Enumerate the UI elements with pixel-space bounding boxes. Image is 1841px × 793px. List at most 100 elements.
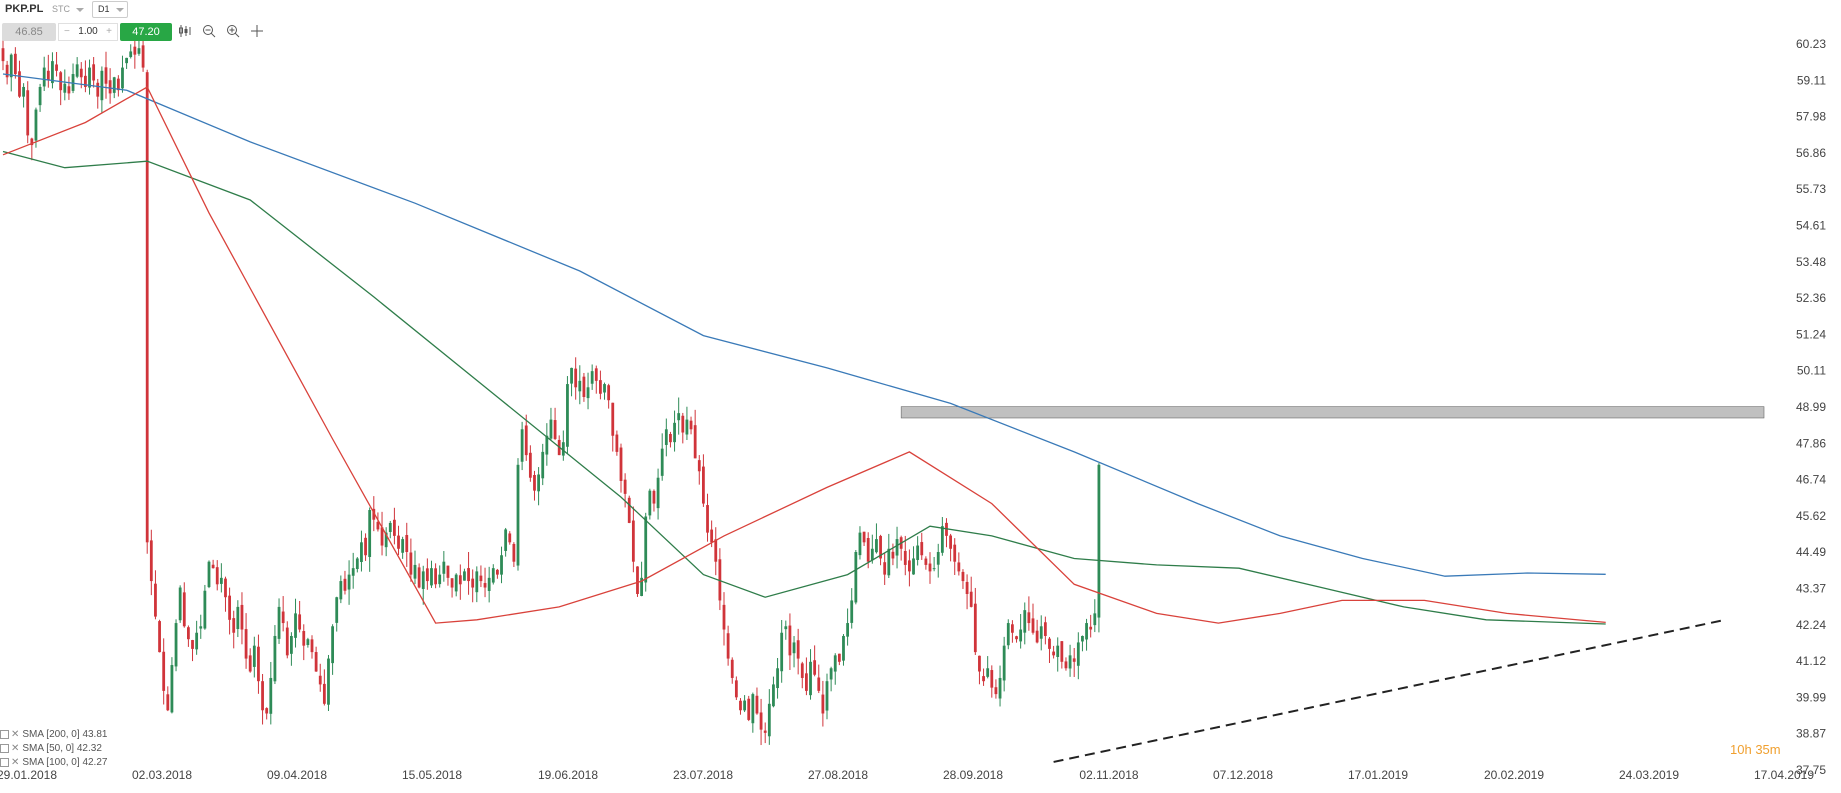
volume-stepper[interactable]: − 1.00 + <box>58 23 118 41</box>
y-tick-label: 47.86 <box>1796 436 1826 450</box>
y-tick-label: 59.11 <box>1797 73 1826 87</box>
candle-body <box>442 561 446 574</box>
candle <box>376 512 380 532</box>
candle <box>607 383 611 409</box>
candle-body <box>767 703 771 737</box>
resistance-zone <box>900 406 1765 419</box>
candle <box>594 365 598 394</box>
volume-value[interactable]: 1.00 <box>78 26 98 37</box>
candle-body <box>133 46 137 55</box>
candle <box>166 686 170 712</box>
candle <box>129 44 133 59</box>
candle-body <box>586 387 590 399</box>
candle <box>681 412 685 444</box>
candle-body <box>936 552 940 565</box>
candle <box>285 621 289 659</box>
candle <box>112 76 116 99</box>
legend-sma200[interactable]: ✕ SMA [200, 0] 43.81 <box>0 728 107 742</box>
y-tick-label: 43.37 <box>1796 582 1826 596</box>
y-tick-label: 46.74 <box>1796 473 1826 487</box>
candle-body <box>187 627 190 640</box>
legend-sma100[interactable]: ✕ SMA [100, 0] 42.27 <box>0 756 107 770</box>
x-tick-label: 29.01.2018 <box>0 768 57 782</box>
candle-body <box>1006 623 1010 646</box>
candle-body <box>125 57 128 64</box>
candle-body <box>96 82 100 97</box>
candle-body <box>656 477 660 509</box>
candle-body <box>104 67 108 84</box>
close-icon[interactable]: ✕ <box>11 729 20 740</box>
candle <box>302 624 306 661</box>
candle-body <box>1093 613 1097 626</box>
candle-body <box>846 623 849 637</box>
settings-icon[interactable] <box>0 757 9 767</box>
candle-body <box>570 367 573 384</box>
candle-body <box>636 566 639 594</box>
candle <box>228 587 231 635</box>
candle-body <box>405 534 409 553</box>
candle-body <box>162 651 166 691</box>
candle <box>912 546 915 575</box>
candle <box>322 669 326 706</box>
settings-icon[interactable] <box>0 743 9 753</box>
zoom-in-icon[interactable] <box>224 24 242 42</box>
candle-body <box>965 581 969 594</box>
candle-body <box>13 53 17 75</box>
candle-body <box>747 698 751 720</box>
candle <box>1052 645 1055 659</box>
candle-body <box>978 655 981 672</box>
time-axis: 29.01.2018 02.03.2018 09.04.2018 15.05.2018… <box>0 768 1814 782</box>
candle <box>236 600 240 638</box>
candle <box>858 526 862 560</box>
close-icon[interactable]: ✕ <box>11 757 20 768</box>
chart-toolbar: PKP.PL STC D1 46.85 − 1.00 + 47.20 <box>0 0 300 44</box>
y-tick-label: 50.11 <box>1797 364 1826 378</box>
candle <box>1076 632 1080 680</box>
candle-body <box>22 86 25 97</box>
candles-icon[interactable] <box>176 24 194 42</box>
decrease-volume-button[interactable]: − <box>64 26 70 37</box>
x-tick-label: 15.05.2018 <box>402 768 462 782</box>
candle <box>335 596 339 632</box>
y-tick-label: 51.24 <box>1796 327 1826 341</box>
candle <box>471 569 475 603</box>
legend-label: SMA [100, 0] <box>22 757 80 768</box>
candle <box>417 563 421 589</box>
candle <box>384 527 388 557</box>
settings-icon[interactable] <box>0 729 9 739</box>
candle-body <box>734 680 738 698</box>
candle <box>512 542 516 567</box>
candle-body <box>615 434 619 452</box>
candle-body <box>755 695 759 714</box>
timeframe-select[interactable]: D1 <box>92 1 128 18</box>
y-tick-label: 55.73 <box>1796 182 1826 196</box>
sell-button[interactable]: 46.85 <box>2 23 56 41</box>
candles-layer <box>1 30 1101 746</box>
candle <box>648 488 652 520</box>
candle-body <box>26 90 30 136</box>
candle <box>755 687 759 715</box>
crosshair-icon[interactable] <box>248 24 266 42</box>
candle <box>244 613 248 669</box>
zoom-out-icon[interactable] <box>200 24 218 42</box>
chevron-down-icon <box>76 7 84 12</box>
increase-volume-button[interactable]: + <box>106 26 112 37</box>
buy-button[interactable]: 47.20 <box>120 23 172 41</box>
close-icon[interactable]: ✕ <box>11 743 20 754</box>
candle-body <box>191 640 194 649</box>
candle-body <box>269 677 273 714</box>
candle-body <box>281 611 285 624</box>
candle-body <box>578 380 582 392</box>
candle-body <box>887 548 891 576</box>
symbol-label[interactable]: PKP.PL <box>5 3 44 15</box>
candle <box>30 137 34 161</box>
candle <box>215 560 219 591</box>
instrument-type-select[interactable]: STC <box>52 4 84 14</box>
legend-sma50[interactable]: ✕ SMA [50, 0] 42.32 <box>0 742 107 756</box>
candle <box>537 467 540 506</box>
candle-body <box>306 639 310 645</box>
candle <box>978 655 981 685</box>
candle-body <box>38 86 42 106</box>
candle-body <box>702 466 705 504</box>
